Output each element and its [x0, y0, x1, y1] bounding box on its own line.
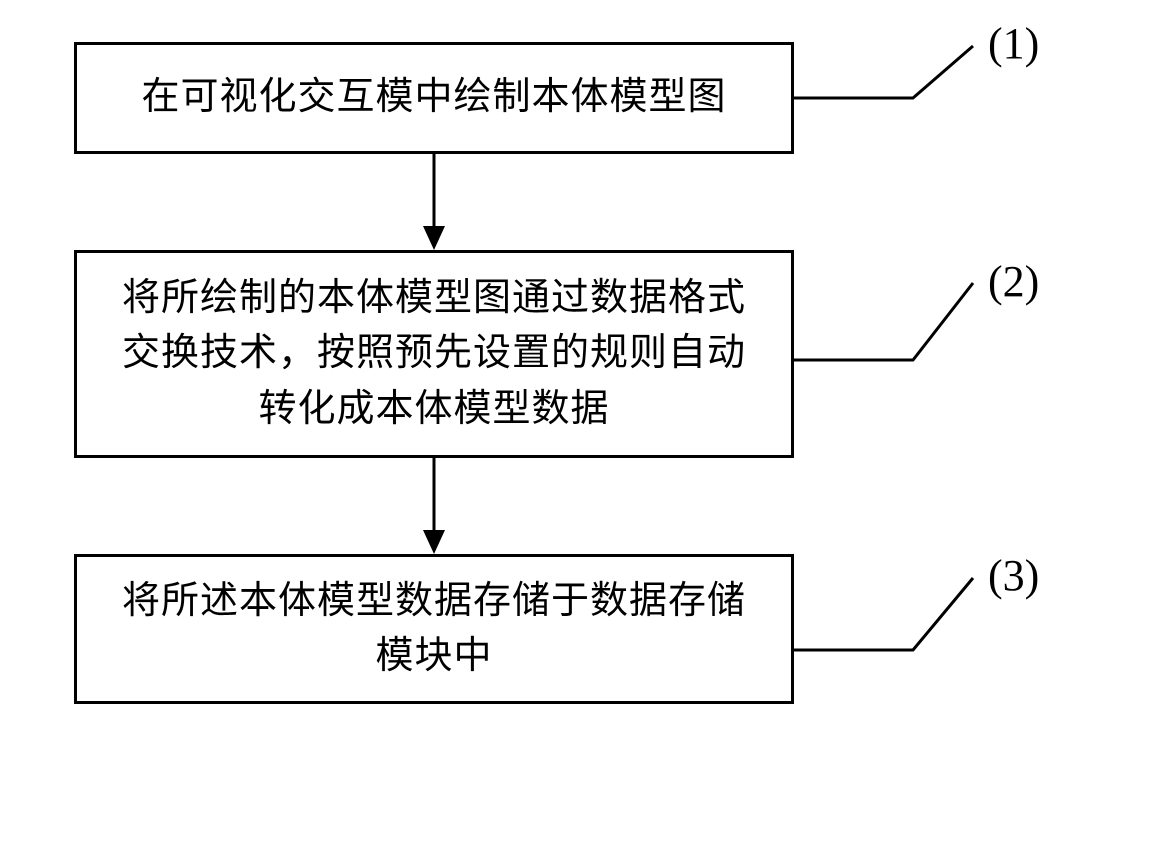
flowchart-edge-2 — [74, 458, 794, 554]
callout-label-1: (1) — [988, 18, 1039, 69]
arrow-down-icon — [414, 458, 454, 554]
arrow-down-icon — [414, 154, 454, 250]
flowchart-node-step2: 将所绘制的本体模型图通过数据格式交换技术，按照预先设置的规则自动转化成本体模型数… — [74, 250, 794, 458]
flowchart-node-step3: 将所述本体模型数据存储于数据存储模块中 — [74, 554, 794, 704]
flowchart-edge-1 — [74, 154, 794, 250]
callout-connector-1 — [793, 38, 1013, 108]
flowchart-container: 在可视化交互模中绘制本体模型图 将所绘制的本体模型图通过数据格式交换技术，按照预… — [74, 42, 794, 704]
flowchart-node-step2-label: 将所绘制的本体模型图通过数据格式交换技术，按照预先设置的规则自动转化成本体模型数… — [105, 271, 763, 436]
callout-connector-2 — [793, 275, 1013, 370]
flowchart-node-step1-label: 在可视化交互模中绘制本体模型图 — [141, 70, 726, 125]
flowchart-node-step1: 在可视化交互模中绘制本体模型图 — [74, 42, 794, 154]
callout-label-3: (3) — [988, 550, 1039, 601]
flowchart-node-step3-label: 将所述本体模型数据存储于数据存储模块中 — [105, 574, 763, 684]
callout-label-2: (2) — [988, 256, 1039, 307]
callout-connector-3 — [793, 570, 1013, 660]
